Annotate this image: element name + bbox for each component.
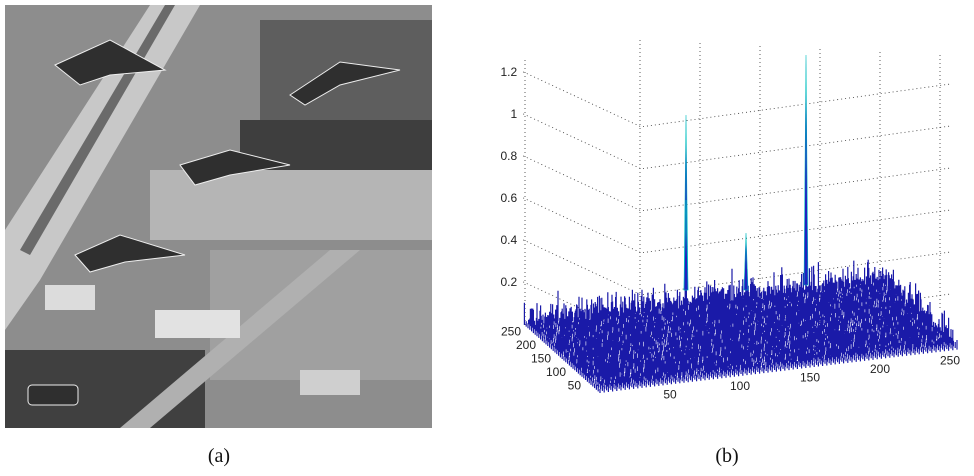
z-tick-label: 0.6 <box>501 191 518 205</box>
x-tick-label: 250 <box>940 354 960 368</box>
z-tick-label: 1.2 <box>501 65 518 79</box>
y-tick-label: 200 <box>516 338 536 352</box>
grid-line <box>523 155 952 212</box>
surface-noise <box>523 259 958 393</box>
x-tick-label: 200 <box>870 362 890 376</box>
caption: (a) <box>208 445 230 467</box>
y-tick-label: 100 <box>546 365 566 379</box>
aerial-photo <box>5 5 432 428</box>
y-tick-label: 250 <box>501 325 521 339</box>
grid-line <box>523 113 952 170</box>
y-tick-label: 150 <box>531 352 551 366</box>
x-tick-label: 150 <box>800 371 820 385</box>
grid-line <box>523 71 952 128</box>
x-tick-label: 50 <box>663 388 677 402</box>
grid-line <box>523 197 952 254</box>
x-tick-label: 100 <box>730 379 750 393</box>
z-tick-label: 1 <box>511 107 518 121</box>
surface-peak <box>743 232 749 291</box>
z-tick-label: 0.2 <box>501 275 518 289</box>
z-tick-label: 0.4 <box>501 233 518 247</box>
y-tick-label: 50 <box>568 379 582 393</box>
caption: (b) <box>715 445 738 467</box>
surface-plot: 0.20.40.60.811.2501001502002505010015020… <box>501 40 960 402</box>
surface-peak <box>803 54 809 286</box>
z-tick-label: 0.8 <box>501 149 518 163</box>
surface-peak <box>683 199 689 291</box>
